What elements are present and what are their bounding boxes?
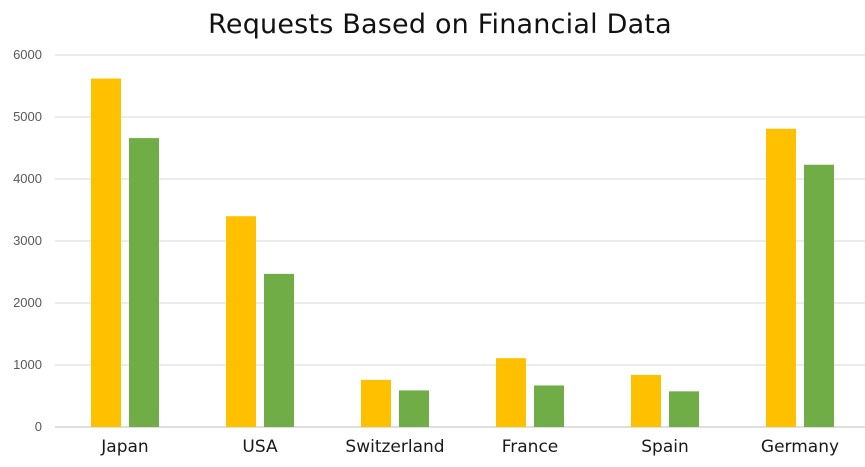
- bar: [669, 391, 699, 427]
- bar: [496, 358, 526, 427]
- bar: [804, 164, 834, 428]
- bar: [631, 374, 661, 427]
- x-category-label: Spain: [641, 437, 689, 457]
- bar: [766, 128, 796, 427]
- y-tick-label: 4000: [13, 171, 42, 186]
- x-category-label: France: [502, 437, 559, 457]
- x-category-label: USA: [242, 437, 278, 457]
- bar: [129, 138, 159, 427]
- y-tick-label: 6000: [13, 47, 42, 62]
- y-tick-label: 1000: [13, 357, 42, 372]
- x-category-label: Germany: [761, 437, 839, 457]
- y-tick-label: 0: [35, 419, 42, 434]
- y-tick-label: 5000: [13, 109, 42, 124]
- bar: [361, 379, 391, 427]
- bar: [91, 78, 121, 427]
- bar: [399, 390, 429, 427]
- y-tick-label: 2000: [13, 295, 42, 310]
- chart-title: Requests Based on Financial Data: [208, 9, 672, 40]
- bar: [534, 385, 564, 427]
- x-category-label: Japan: [100, 437, 148, 457]
- y-tick-label: 3000: [13, 233, 42, 248]
- x-category-label: Switzerland: [345, 437, 444, 457]
- bar: [264, 273, 294, 427]
- bar: [226, 216, 256, 427]
